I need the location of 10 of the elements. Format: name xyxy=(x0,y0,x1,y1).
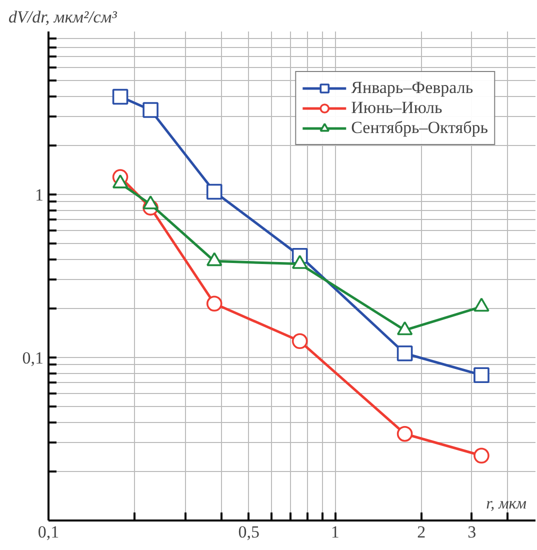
x-tick-label: 0,5 xyxy=(238,522,260,542)
legend-label: Июнь–Июль xyxy=(351,98,442,118)
x-tick-label: 1 xyxy=(330,522,340,542)
x-tick-label: 0,1 xyxy=(38,522,60,542)
x-axis-title: r, мкм xyxy=(486,496,526,512)
x-tick-label: 3 xyxy=(468,522,476,542)
legend-label: Январь–Февраль xyxy=(351,78,474,98)
y-axis-title: dV/dr, мкм²/см³ xyxy=(8,8,118,26)
legend-label: Сентябрь–Октябрь xyxy=(351,118,488,138)
x-tick-label: 2 xyxy=(417,522,426,542)
